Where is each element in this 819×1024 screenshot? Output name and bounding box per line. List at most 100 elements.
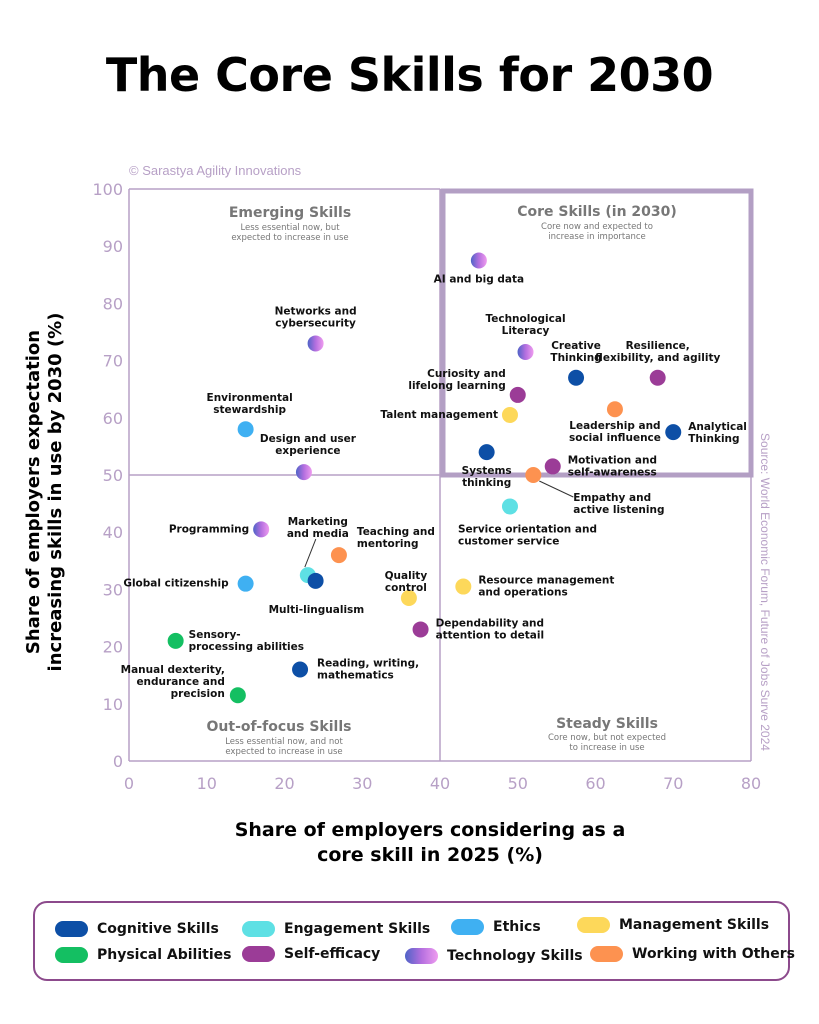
point-ai-and-big-data [470, 252, 487, 269]
point-label-marketing-and-media: Marketing and media [287, 516, 349, 540]
quadrant-title-emerging: Emerging Skills [229, 205, 351, 221]
point-label-line: Empathy and [573, 492, 651, 504]
point-label-systems-thinking: Systems thinking [462, 465, 512, 489]
x-tick-label: 80 [741, 774, 761, 793]
point-talent-management [501, 406, 518, 423]
point-label-line: Technological [485, 313, 565, 325]
y-tick-label: 70 [103, 352, 123, 371]
point-label-line: Service orientation and [458, 523, 597, 535]
point-label-line: stewardship [213, 404, 286, 416]
point-teaching-and-mentoring [330, 547, 347, 564]
point-environmental-stewardship [237, 421, 254, 438]
point-label-line: Thinking [550, 352, 601, 364]
legend-swatch [590, 946, 623, 962]
point-label-line: Environmental [207, 392, 293, 404]
point-label-line: and media [287, 528, 349, 540]
point-label-line: Resource management [478, 575, 614, 587]
point-label-line: social influence [569, 432, 661, 444]
legend-item-technology-skills: Technology Skills [405, 948, 583, 964]
point-label-line: mathematics [317, 669, 394, 681]
point-label-line: endurance and [136, 676, 224, 688]
point-label-global-citizenship: Global citizenship [123, 578, 229, 590]
point-label-line: Dependability and [436, 617, 544, 629]
point-label-line: precision [171, 688, 225, 700]
x-tick-label: 60 [585, 774, 605, 793]
point-label-line: active listening [573, 504, 664, 516]
legend-swatch [55, 947, 88, 963]
point-label-multi-lingualism: Multi-lingualism [269, 604, 365, 616]
point-label-line: self-awareness [568, 466, 657, 478]
quadrant-desc-out-of-focus-2: expected to increase in use [225, 747, 342, 757]
legend-item-engagement-skills: Engagement Skills [242, 921, 430, 937]
legend: Cognitive Skills Engagement Skills Ethic… [33, 901, 795, 981]
point-label-line: Analytical [688, 421, 747, 433]
y-tick-label: 100 [92, 180, 123, 199]
legend-label: Ethics [493, 919, 541, 935]
point-label-line: mentoring [357, 538, 419, 550]
legend-item-cognitive-skills: Cognitive Skills [55, 921, 219, 937]
point-label-line: flexibility, and agility [595, 352, 720, 364]
legend-item-physical-abilities: Physical Abilities [55, 947, 231, 963]
point-label-line: Talent management [380, 409, 498, 421]
point-label-line: Systems [462, 465, 512, 477]
point-label-line: Thinking [688, 433, 739, 445]
point-label-sensory-processing-abilities: Sensory-processing abilities [189, 629, 304, 653]
y-tick-label: 30 [103, 580, 123, 599]
y-tick-label: 10 [103, 695, 123, 714]
point-label-curiosity-and-lifelong-learning: Curiosity and lifelong learning [408, 368, 505, 392]
point-label-line: lifelong learning [408, 380, 505, 392]
point-label-talent-management: Talent management [380, 409, 498, 421]
point-reading-writing-mathematics [292, 661, 309, 678]
point-label-reading-writing-mathematics: Reading, writing, mathematics [317, 657, 419, 681]
point-label-line: Design and user [260, 433, 357, 445]
legend-label: Technology Skills [447, 948, 583, 964]
y-tick-label: 20 [103, 638, 123, 657]
quadrant-desc-emerging-1: Less essential now, but [240, 223, 340, 233]
point-label-line: Creative [551, 340, 601, 352]
y-axis-label-line: increasing skills in use by 2030 (%) [45, 312, 66, 672]
legend-swatch [405, 948, 438, 964]
point-resilience-flexibility-and-agility [649, 369, 666, 386]
point-label-line: thinking [462, 477, 511, 489]
quadrant-title-steady: Steady Skills [556, 716, 658, 732]
point-label-line: Leadership and [569, 420, 660, 432]
point-technological-literacy [517, 344, 534, 361]
legend-item-self-efficacy: Self-efficacy [242, 946, 380, 962]
point-label-line: and operations [478, 587, 567, 599]
x-axis-label-line: Share of employers considering as a [234, 819, 626, 841]
point-label-technological-literacy: Technological Literacy [485, 313, 565, 337]
point-label-line: Programming [169, 523, 249, 535]
point-label-line: Resilience, [626, 340, 690, 352]
point-label-line: Manual dexterity, [121, 664, 225, 676]
legend-swatch [242, 921, 275, 937]
point-creative-thinking [568, 369, 585, 386]
point-label-line: cybersecurity [275, 317, 356, 329]
point-programming [253, 521, 270, 538]
quadrant-desc-core-2: increase in importance [548, 232, 646, 242]
legend-label: Physical Abilities [97, 947, 232, 963]
point-leadership-and-social-influence [606, 401, 623, 418]
quadrant-desc-core-1: Core now and expected to [541, 222, 653, 232]
y-tick-label: 60 [103, 409, 123, 428]
y-tick-label: 0 [113, 752, 123, 771]
point-label-line: Networks and [275, 305, 357, 317]
x-tick-label: 0 [124, 774, 134, 793]
point-label-line: experience [275, 445, 340, 457]
legend-item-working-with-others: Working with Others [590, 946, 795, 962]
point-label-analytical-thinking: Analytical Thinking [688, 421, 747, 445]
point-systems-thinking [478, 444, 495, 461]
x-tick-label: 30 [352, 774, 372, 793]
point-label-resilience-flexibility-and-agility: Resilience, flexibility, and agility [595, 340, 720, 364]
point-curiosity-and-lifelong-learning [509, 386, 526, 403]
point-label-line: Marketing [288, 516, 348, 528]
point-label-line: processing abilities [189, 641, 304, 653]
point-label-line: Motivation and [568, 454, 657, 466]
point-label-leadership-and-social-influence: Leadership and social influence [569, 420, 661, 444]
leader-line [304, 538, 317, 568]
y-tick-label: 50 [103, 466, 123, 485]
point-motivation-and-self-awareness [544, 458, 561, 475]
legend-swatch [242, 946, 275, 962]
quadrant-desc-steady-1: Core now, but not expected [548, 733, 666, 743]
y-axis-label-line: Share of employers expectation [23, 329, 44, 655]
legend-item-ethics: Ethics [451, 919, 541, 935]
